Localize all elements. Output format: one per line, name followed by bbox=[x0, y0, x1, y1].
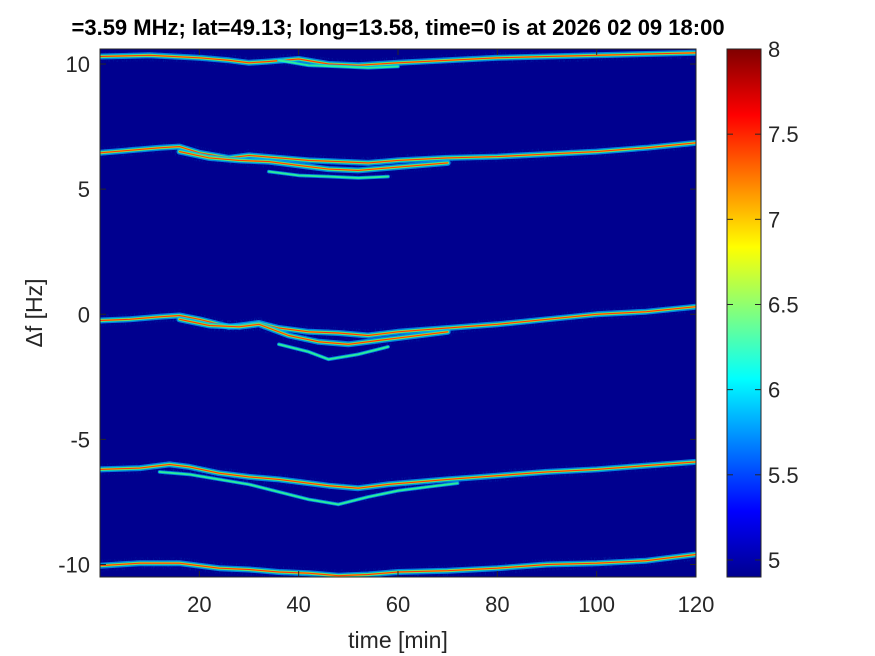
colorbar-tick-label: 7.5 bbox=[768, 122, 799, 147]
colorbar-tick-label: 7 bbox=[768, 207, 780, 232]
colorbar bbox=[726, 48, 762, 578]
trace-line bbox=[100, 548, 696, 577]
y-tick-label: -10 bbox=[58, 552, 90, 577]
x-tick-label: 120 bbox=[678, 592, 715, 617]
y-tick-label: 0 bbox=[78, 302, 90, 327]
y-tick-label: -5 bbox=[70, 427, 90, 452]
x-tick-label: 100 bbox=[578, 592, 615, 617]
y-tick-label: 5 bbox=[78, 177, 90, 202]
chart-title: =3.59 MHz; lat=49.13; long=13.58, time=0… bbox=[71, 15, 725, 40]
trace-line bbox=[265, 168, 392, 182]
trace-line bbox=[173, 145, 454, 177]
trace-line bbox=[275, 56, 402, 72]
y-tick-label: 10 bbox=[66, 52, 90, 77]
colorbar-tick-label: 8 bbox=[768, 37, 780, 62]
y-axis-label: Δf [Hz] bbox=[21, 278, 47, 347]
x-axis-label: time [min] bbox=[348, 627, 448, 653]
axes: 20 40 60 80 100 120 -10 -5 0 5 10 bbox=[58, 48, 715, 617]
colorbar-ticks: 5 5.5 6 6.5 7 7.5 8 bbox=[727, 37, 799, 573]
spectral-traces bbox=[100, 49, 696, 577]
colorbar-tick-label: 5.5 bbox=[768, 463, 799, 488]
colorbar-tick-label: 5 bbox=[768, 548, 780, 573]
trace-line bbox=[275, 340, 392, 363]
x-tick-label: 40 bbox=[286, 592, 310, 617]
trace-line bbox=[100, 455, 696, 495]
trace-line bbox=[173, 313, 454, 351]
colorbar-tick-label: 6 bbox=[768, 378, 780, 403]
x-tick-label: 80 bbox=[485, 592, 509, 617]
colorbar-tick-label: 6.5 bbox=[768, 292, 799, 317]
trace-line bbox=[156, 468, 462, 508]
x-tick-label: 60 bbox=[386, 592, 410, 617]
x-tick-label: 20 bbox=[187, 592, 211, 617]
